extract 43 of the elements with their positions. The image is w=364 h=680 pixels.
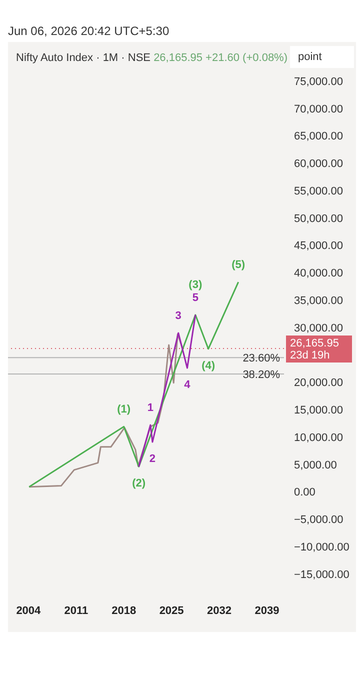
annotation: 2 — [149, 452, 156, 465]
x-tick-label: 2025 — [159, 604, 184, 617]
y-tick-label: 70,000.00 — [294, 103, 343, 116]
y-tick-label: 65,000.00 — [294, 130, 343, 143]
y-tick-label: 40,000.00 — [294, 268, 343, 280]
x-tick-label: 2011 — [64, 604, 88, 617]
annotation: 1 — [147, 402, 154, 414]
y-tick-label: 20,000.00 — [294, 377, 343, 390]
y-tick-label: 50,000.00 — [294, 212, 343, 225]
annotation: (2) — [132, 478, 146, 490]
annotation: 3 — [175, 310, 182, 322]
line-series — [28, 333, 184, 488]
annotation: 38.20% — [242, 369, 280, 382]
annotation: (5) — [232, 259, 246, 272]
y-tick-label: 30,000.00 — [294, 322, 343, 334]
y-tick-label: 60,000.00 — [294, 158, 343, 170]
y-tick-label: 15,000.00 — [294, 404, 343, 417]
y-tick-label: 45,000.00 — [294, 240, 343, 252]
annotation: 4 — [184, 379, 192, 392]
y-tick-label: 55,000.00 — [294, 185, 343, 198]
y-tick-label: 5,000.00 — [294, 459, 337, 472]
y-tick-label: 35,000.00 — [294, 295, 343, 308]
x-tick-label: 2039 — [254, 604, 280, 617]
chart-title: Nifty Auto Index · 1M · NSE — [16, 52, 150, 64]
x-tick-label: 2004 — [16, 604, 42, 617]
line-series — [28, 281, 240, 488]
x-tick-label: 2018 — [112, 604, 136, 617]
y-tick-label: −15,000.00 — [294, 568, 350, 581]
annotation: (3) — [188, 278, 202, 291]
annotation: (4) — [202, 360, 216, 372]
y-tick-label: 75,000.00 — [294, 76, 343, 88]
y-tick-label: 0.00 — [294, 486, 316, 499]
x-tick-label: 2032 — [207, 604, 232, 617]
annotation: 5 — [192, 292, 198, 304]
y-tick-label: 10,000.00 — [294, 432, 343, 444]
annotation: (1) — [117, 404, 131, 416]
y-tick-label: −5,000.00 — [294, 514, 344, 526]
text: Jun 06, 2026 20:42 UTC+5:30 — [8, 24, 170, 38]
chart-subtitle: 26,165.95 +21.60 (+0.08%) — [154, 52, 288, 64]
annotation: 23.60% — [242, 352, 280, 365]
ref-line-label: 26,165.95 23d 19h — [290, 338, 339, 362]
y-tick-label: −10,000.00 — [294, 542, 350, 554]
y-axis-title: point — [290, 46, 354, 68]
